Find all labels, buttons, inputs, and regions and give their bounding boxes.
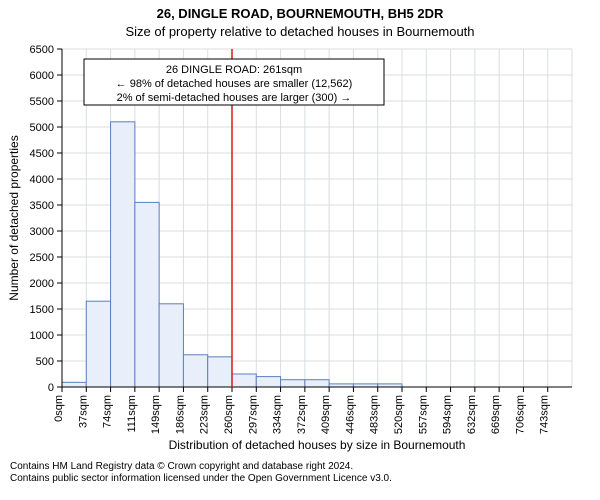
svg-text:4000: 4000 [30, 174, 54, 186]
svg-text:372sqm: 372sqm [296, 395, 308, 434]
histogram-bar [305, 379, 329, 386]
svg-text:149sqm: 149sqm [150, 395, 162, 434]
svg-text:1000: 1000 [30, 330, 54, 342]
chart-title-address: 26, DINGLE ROAD, BOURNEMOUTH, BH5 2DR [0, 6, 600, 22]
svg-text:409sqm: 409sqm [320, 395, 332, 434]
chart-title-sub: Size of property relative to detached ho… [0, 24, 600, 40]
x-ticks: 0sqm 37sqm 74sqm 111sqm 149sqm 186sqm 223sqm 26… [53, 387, 551, 434]
x-axis-label: Distribution of detached houses by size … [169, 438, 466, 452]
svg-text:0sqm: 0sqm [53, 395, 65, 422]
svg-text:669sqm: 669sqm [490, 394, 502, 433]
histogram-bar [111, 121, 135, 386]
svg-text:186sqm: 186sqm [174, 395, 186, 434]
footer-line-1: Contains HM Land Registry data © Crown c… [10, 461, 590, 473]
svg-text:706sqm: 706sqm [514, 395, 526, 434]
annotation-line-3: 2% of semi-detached houses are larger (3… [117, 92, 352, 104]
chart-area: 0 500 1000 1500 2000 2500 3000 3500 4000 4500 5000… [0, 41, 600, 459]
histogram-bar [183, 354, 207, 386]
svg-text:2500: 2500 [30, 252, 54, 264]
histogram-bar [135, 202, 159, 387]
svg-text:483sqm: 483sqm [369, 395, 381, 434]
svg-text:500: 500 [36, 356, 54, 368]
svg-text:111sqm: 111sqm [126, 395, 138, 433]
svg-text:223sqm: 223sqm [199, 395, 211, 434]
svg-text:520sqm: 520sqm [393, 395, 405, 434]
histogram-bar [232, 374, 256, 387]
histogram-svg: 0 500 1000 1500 2000 2500 3000 3500 4000 4500 5000… [0, 41, 600, 459]
svg-text:446sqm: 446sqm [344, 395, 356, 434]
chart-titles: 26, DINGLE ROAD, BOURNEMOUTH, BH5 2DR Si… [0, 0, 600, 41]
svg-text:594sqm: 594sqm [442, 395, 454, 434]
svg-text:297sqm: 297sqm [247, 395, 259, 434]
svg-text:632sqm: 632sqm [466, 395, 478, 434]
histogram-bar [208, 356, 232, 386]
svg-text:3500: 3500 [30, 200, 54, 212]
svg-text:260sqm: 260sqm [223, 395, 235, 434]
svg-text:4500: 4500 [30, 148, 54, 160]
histogram-bar [159, 303, 183, 386]
svg-text:3000: 3000 [30, 226, 54, 238]
annotation-line-1: 26 DINGLE ROAD: 261sqm [166, 64, 302, 76]
y-ticks: 0 500 1000 1500 2000 2500 3000 3500 4000 4500 5000… [30, 44, 62, 394]
svg-text:334sqm: 334sqm [272, 395, 284, 434]
svg-text:557sqm: 557sqm [417, 395, 429, 434]
y-axis-label: Number of detached properties [7, 135, 21, 300]
svg-text:743sqm: 743sqm [539, 395, 551, 434]
annotation-line-2: ← 98% of detached houses are smaller (12… [116, 78, 353, 90]
footer-line-2: Contains public sector information licen… [10, 473, 590, 485]
svg-text:37sqm: 37sqm [77, 395, 89, 428]
histogram-bar [62, 382, 86, 387]
footer-attribution: Contains HM Land Registry data © Crown c… [0, 459, 600, 485]
histogram-bar [281, 379, 305, 386]
svg-text:1500: 1500 [30, 304, 54, 316]
svg-text:6500: 6500 [30, 44, 54, 56]
svg-text:74sqm: 74sqm [102, 395, 114, 428]
histogram-bar [86, 301, 110, 387]
svg-text:0: 0 [48, 382, 54, 394]
svg-text:5000: 5000 [30, 122, 54, 134]
svg-text:5500: 5500 [30, 96, 54, 108]
svg-text:6000: 6000 [30, 70, 54, 82]
histogram-bar [256, 376, 280, 386]
svg-text:2000: 2000 [30, 278, 54, 290]
